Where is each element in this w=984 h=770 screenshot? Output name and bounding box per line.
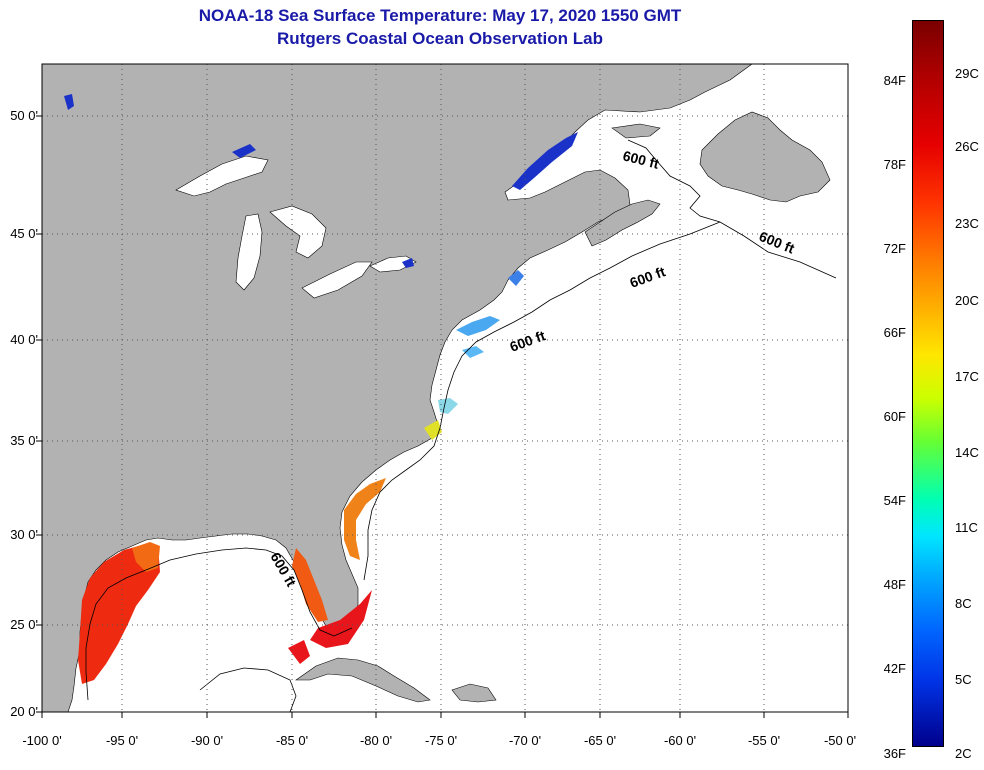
sst-st-lawrence (512, 132, 578, 190)
lat-label: 45 0' (10, 226, 38, 241)
colorbar-c-label: 20C (955, 293, 979, 308)
lon-label: -95 0' (105, 733, 139, 748)
lon-label: -50 0' (823, 733, 857, 748)
sst-new-jersey (462, 346, 484, 358)
lon-label: -70 0' (508, 733, 542, 748)
colorbar-f-label: 78F (883, 157, 906, 172)
colorbar-c-label: 29C (955, 66, 979, 81)
lon-label: -100 0' (22, 733, 62, 748)
sst-mid-atlantic (438, 398, 458, 414)
colorbar-f-label: 66F (883, 325, 906, 340)
lat-label: 20 0' (10, 704, 38, 719)
colorbar-f-label: 36F (883, 746, 906, 761)
sst-cuba-north (288, 640, 310, 664)
land-nova-scotia (584, 199, 661, 247)
isobath-scotian (363, 221, 721, 581)
colorbar-f-label: 60F (883, 409, 906, 424)
temperature-colorbar (912, 20, 944, 747)
lat-label: 50 0' (10, 108, 38, 123)
colorbar-f-label: 72F (883, 241, 906, 256)
frame-ticks (36, 115, 849, 718)
sst-florida-straits (310, 590, 372, 648)
sst-new-york-bight (456, 316, 500, 336)
sst-lake-superior-patch (232, 144, 256, 158)
lake-michigan (235, 213, 263, 291)
isobath-600ft (85, 139, 837, 713)
sst-lake-ontario-patch (402, 258, 414, 268)
colorbar-c-label: 8C (955, 596, 972, 611)
sst-southeast-coast (344, 478, 386, 560)
great-lakes (175, 155, 417, 299)
sst-lake-nipigon (64, 94, 74, 110)
colorbar-c-label: 5C (955, 672, 972, 687)
isobath-yucatan (199, 667, 297, 713)
colorbar-c-label: 11C (955, 520, 978, 535)
lat-label: 35 0' (10, 433, 38, 448)
isobath-gulf (85, 547, 353, 701)
lon-label: -65 0' (583, 733, 617, 748)
lake-erie (301, 261, 373, 299)
map-title: NOAA-18 Sea Surface Temperature: May 17,… (198, 6, 682, 25)
colorbar-f-label: 48F (883, 577, 906, 592)
lon-label: -80 0' (359, 733, 393, 748)
land-newfoundland (699, 111, 831, 203)
colorbar-c-label: 23C (955, 216, 979, 231)
colorbar-c-label: 2C (955, 746, 972, 761)
colorbar-f-label: 42F (883, 661, 906, 676)
lat-label: 25 0' (10, 617, 38, 632)
graticule (42, 64, 848, 712)
map-frame (41, 63, 849, 713)
isobath-atlantic (627, 139, 837, 279)
lon-label: -75 0' (424, 733, 458, 748)
sst-gulf-west (78, 544, 160, 684)
sst-gulf-west-warm (132, 542, 160, 572)
land-anticosti (611, 123, 661, 139)
lake-ontario (369, 255, 417, 273)
lon-label: -55 0' (747, 733, 781, 748)
land-north-america (41, 63, 753, 713)
colorbar-c-label: 14C (955, 445, 979, 460)
colorbar-f-label: 54F (883, 493, 906, 508)
land-hispaniola (451, 683, 497, 703)
lake-huron (269, 205, 327, 259)
lon-label: -90 0' (190, 733, 224, 748)
sst-florida-shelf (292, 548, 328, 622)
lon-label: -85 0' (275, 733, 309, 748)
map-subtitle: Rutgers Coastal Ocean Observation Lab (277, 29, 603, 48)
lake-superior (175, 155, 269, 197)
land-cuba (295, 657, 431, 703)
lat-label: 30 0' (10, 527, 38, 542)
colorbar-c-label: 26C (955, 139, 979, 154)
lat-label: 40 0' (10, 332, 38, 347)
colorbar-f-label: 84F (883, 73, 906, 88)
lon-label: -60 0' (663, 733, 697, 748)
sst-gulf-of-maine (508, 270, 524, 286)
colorbar-c-label: 17C (955, 369, 979, 384)
